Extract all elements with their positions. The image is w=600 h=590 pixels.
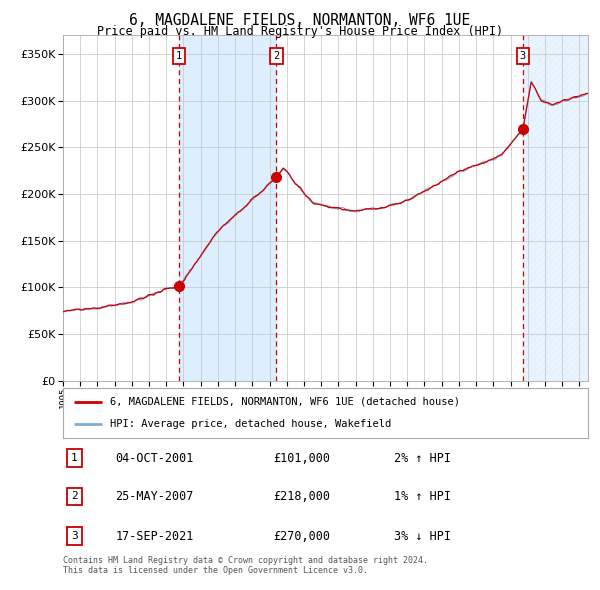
Text: 3% ↓ HPI: 3% ↓ HPI — [394, 529, 451, 543]
Text: 17-SEP-2021: 17-SEP-2021 — [115, 529, 194, 543]
Text: Price paid vs. HM Land Registry's House Price Index (HPI): Price paid vs. HM Land Registry's House … — [97, 25, 503, 38]
Text: 1: 1 — [71, 453, 78, 463]
Text: 2: 2 — [71, 491, 78, 502]
Text: 6, MAGDALENE FIELDS, NORMANTON, WF6 1UE: 6, MAGDALENE FIELDS, NORMANTON, WF6 1UE — [130, 13, 470, 28]
Text: 3: 3 — [71, 531, 78, 541]
Text: 2% ↑ HPI: 2% ↑ HPI — [394, 451, 451, 465]
Bar — [179, 35, 277, 381]
Text: 04-OCT-2001: 04-OCT-2001 — [115, 451, 194, 465]
Text: £270,000: £270,000 — [273, 529, 330, 543]
Text: 3: 3 — [520, 51, 526, 61]
Text: £218,000: £218,000 — [273, 490, 330, 503]
Bar — [523, 35, 588, 381]
Text: 1: 1 — [176, 51, 182, 61]
Text: HPI: Average price, detached house, Wakefield: HPI: Average price, detached house, Wake… — [110, 419, 392, 429]
Text: Contains HM Land Registry data © Crown copyright and database right 2024.
This d: Contains HM Land Registry data © Crown c… — [63, 556, 428, 575]
Text: 1% ↑ HPI: 1% ↑ HPI — [394, 490, 451, 503]
Text: £101,000: £101,000 — [273, 451, 330, 465]
Text: 25-MAY-2007: 25-MAY-2007 — [115, 490, 194, 503]
Text: 6, MAGDALENE FIELDS, NORMANTON, WF6 1UE (detached house): 6, MAGDALENE FIELDS, NORMANTON, WF6 1UE … — [110, 396, 460, 407]
Text: 2: 2 — [274, 51, 280, 61]
